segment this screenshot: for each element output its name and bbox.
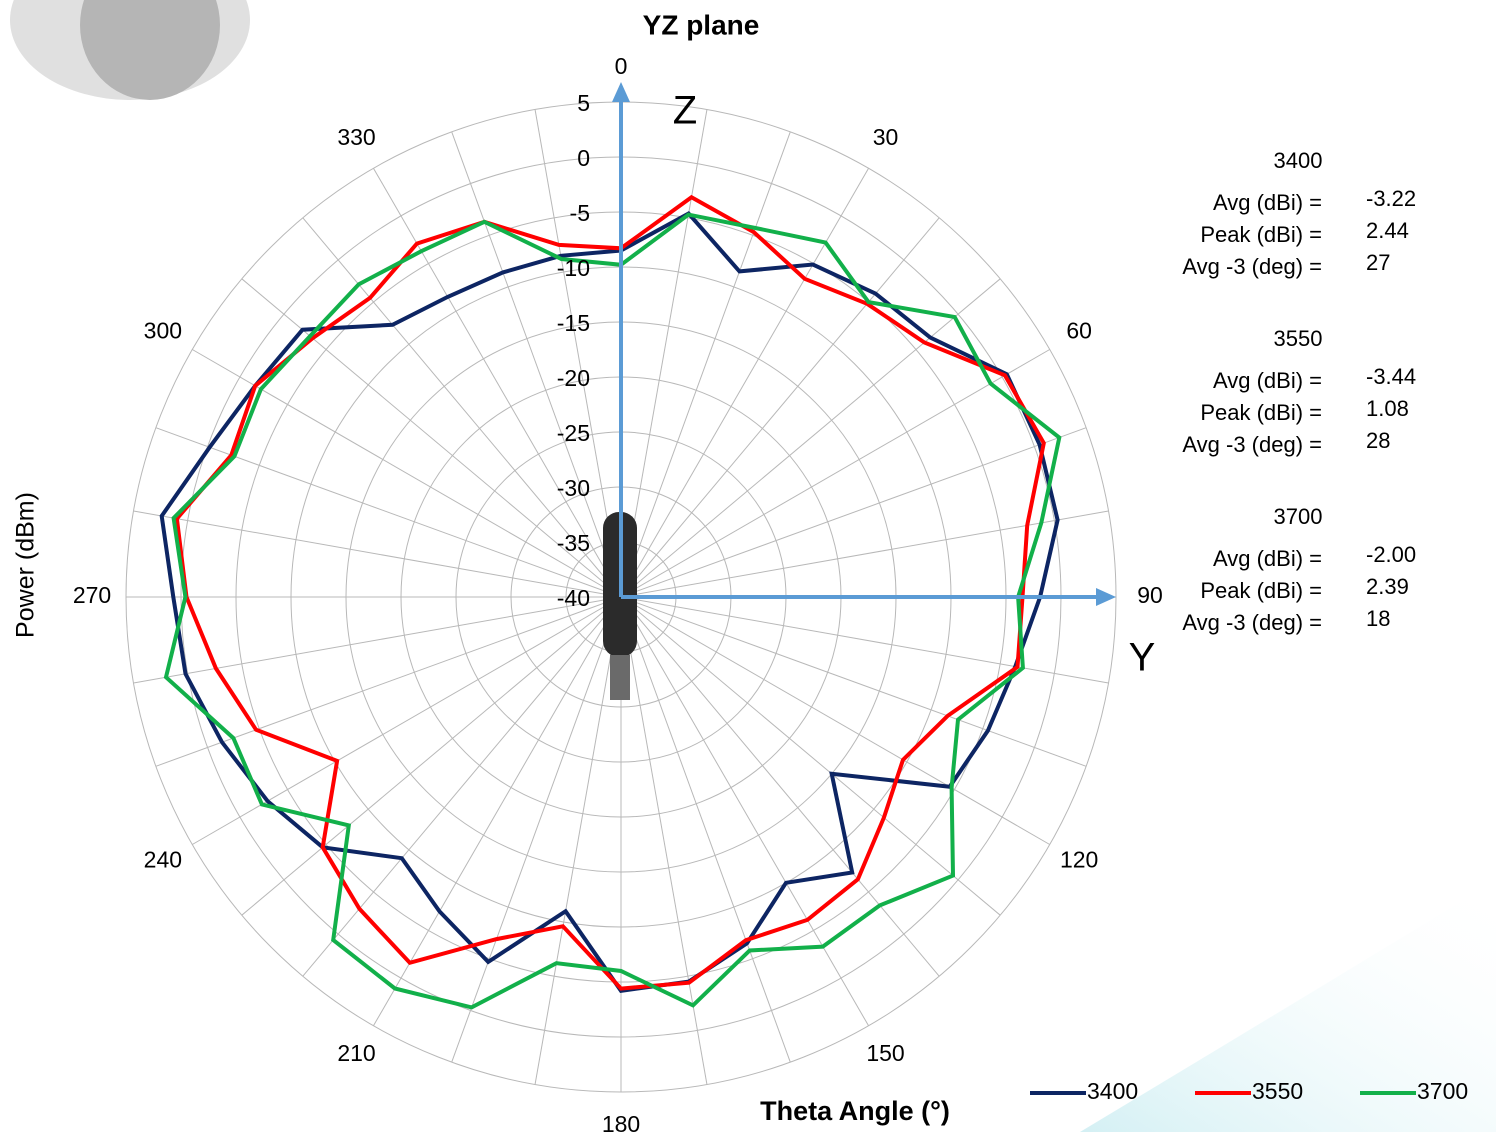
stats-value: 18	[1366, 606, 1390, 631]
grid-spoke	[451, 131, 622, 598]
angle-tick-label: 120	[1060, 847, 1098, 873]
grid-spoke	[620, 596, 791, 1063]
legend-label: 3700	[1417, 1078, 1468, 1104]
grid-spoke	[620, 596, 1109, 684]
grid-spoke	[620, 427, 1087, 598]
grid-spoke	[192, 349, 622, 598]
angle-tick-label: 180	[602, 1111, 640, 1132]
grid-spoke	[133, 510, 622, 598]
angle-tick-label: 60	[1066, 318, 1092, 344]
grid-spoke	[302, 596, 622, 977]
grid-spoke	[620, 109, 708, 598]
arrowhead	[1096, 588, 1116, 606]
stats-label: Avg (dBi) =	[1213, 546, 1322, 571]
decoration	[1080, 880, 1496, 1132]
stats-value: 27	[1366, 250, 1390, 275]
angle-tick-label: 30	[873, 124, 899, 150]
angle-tick-label: 90	[1137, 582, 1163, 608]
antenna	[610, 655, 630, 700]
stats-label: Peak (dBi) =	[1200, 222, 1322, 247]
grid-spoke	[620, 596, 1087, 767]
legend-label: 3550	[1252, 1078, 1303, 1104]
stats-heading: 3700	[1274, 504, 1323, 529]
grid-spoke	[620, 596, 869, 1026]
radial-tick-label: -40	[557, 585, 590, 611]
legend-label: 3400	[1087, 1078, 1138, 1104]
grid-spoke	[373, 596, 622, 1026]
grid-spoke	[620, 596, 1050, 845]
stats-label: Peak (dBi) =	[1200, 578, 1322, 603]
angle-tick-label: 330	[337, 124, 375, 150]
radial-tick-label: -35	[557, 530, 590, 556]
radial-tick-label: 5	[577, 90, 590, 116]
stats-value: -2.00	[1366, 542, 1416, 567]
axes-arrows	[612, 82, 1116, 606]
radial-tick-label: -15	[557, 310, 590, 336]
radial-tick-label: -25	[557, 420, 590, 446]
grid-spoke	[133, 596, 622, 684]
angle-tick-label: 0	[615, 53, 628, 79]
x-axis-title: Theta Angle (°)	[760, 1096, 950, 1126]
stats: 3400 Avg (dBi) = -3.22 Peak (dBi) = 2.44 Avg …	[1182, 148, 1416, 635]
grid-spoke	[534, 596, 622, 1085]
chart-title: YZ plane	[643, 9, 760, 40]
stats-value: 28	[1366, 428, 1390, 453]
stats-value: -3.22	[1366, 186, 1416, 211]
grid-spoke	[241, 596, 622, 916]
series-line	[174, 194, 1046, 991]
stats-heading: 3550	[1274, 326, 1323, 351]
decoration	[80, 0, 220, 100]
grid-spoke	[620, 596, 940, 977]
stats-label: Avg -3 (deg) =	[1182, 254, 1322, 279]
stats-heading: 3400	[1274, 148, 1323, 173]
stats-value: 2.44	[1366, 218, 1409, 243]
grid-spoke	[620, 596, 708, 1085]
grid-spoke	[373, 168, 622, 598]
grid-spoke	[451, 596, 622, 1063]
arrowhead	[612, 82, 630, 102]
grid-spoke	[620, 168, 869, 598]
stats-label: Avg -3 (deg) =	[1182, 432, 1322, 457]
series	[159, 194, 1062, 1010]
stats-label: Peak (dBi) =	[1200, 400, 1322, 425]
grid-spoke	[620, 349, 1050, 598]
grid-spoke	[534, 109, 622, 598]
grid-spoke	[620, 596, 1001, 916]
stats-label: Avg (dBi) =	[1213, 190, 1322, 215]
radial-tick-label: -10	[557, 255, 590, 281]
annotation: Z	[673, 89, 697, 133]
y-axis-title: Power (dBm)	[12, 492, 40, 638]
grid-spoke	[241, 278, 622, 598]
angle-tick-label: 300	[144, 318, 182, 344]
radial-tick-label: -30	[557, 475, 590, 501]
grid-spoke	[302, 217, 622, 598]
grid-spoke	[620, 131, 791, 598]
stats-value: -3.44	[1366, 364, 1416, 389]
grid-spoke	[620, 278, 1001, 598]
grid-spoke	[620, 510, 1109, 598]
angle-tick-label: 150	[866, 1040, 904, 1066]
radial-tick-label: -5	[570, 200, 590, 226]
radial-tick-label: -20	[557, 365, 590, 391]
radial-tick-label: 0	[577, 145, 590, 171]
stats-label: Avg (dBi) =	[1213, 368, 1322, 393]
annotation: Y	[1129, 636, 1156, 680]
legend: 3400 3550 3700	[1030, 1078, 1468, 1104]
angle-tick-label: 210	[337, 1040, 375, 1066]
series-line	[163, 212, 1062, 1010]
angle-tick-label: 240	[144, 847, 182, 873]
angle-tick-label: 270	[73, 582, 111, 608]
stats-value: 1.08	[1366, 396, 1409, 421]
grid-spoke	[620, 217, 940, 598]
stats-value: 2.39	[1366, 574, 1409, 599]
stats-label: Avg -3 (deg) =	[1182, 610, 1322, 635]
